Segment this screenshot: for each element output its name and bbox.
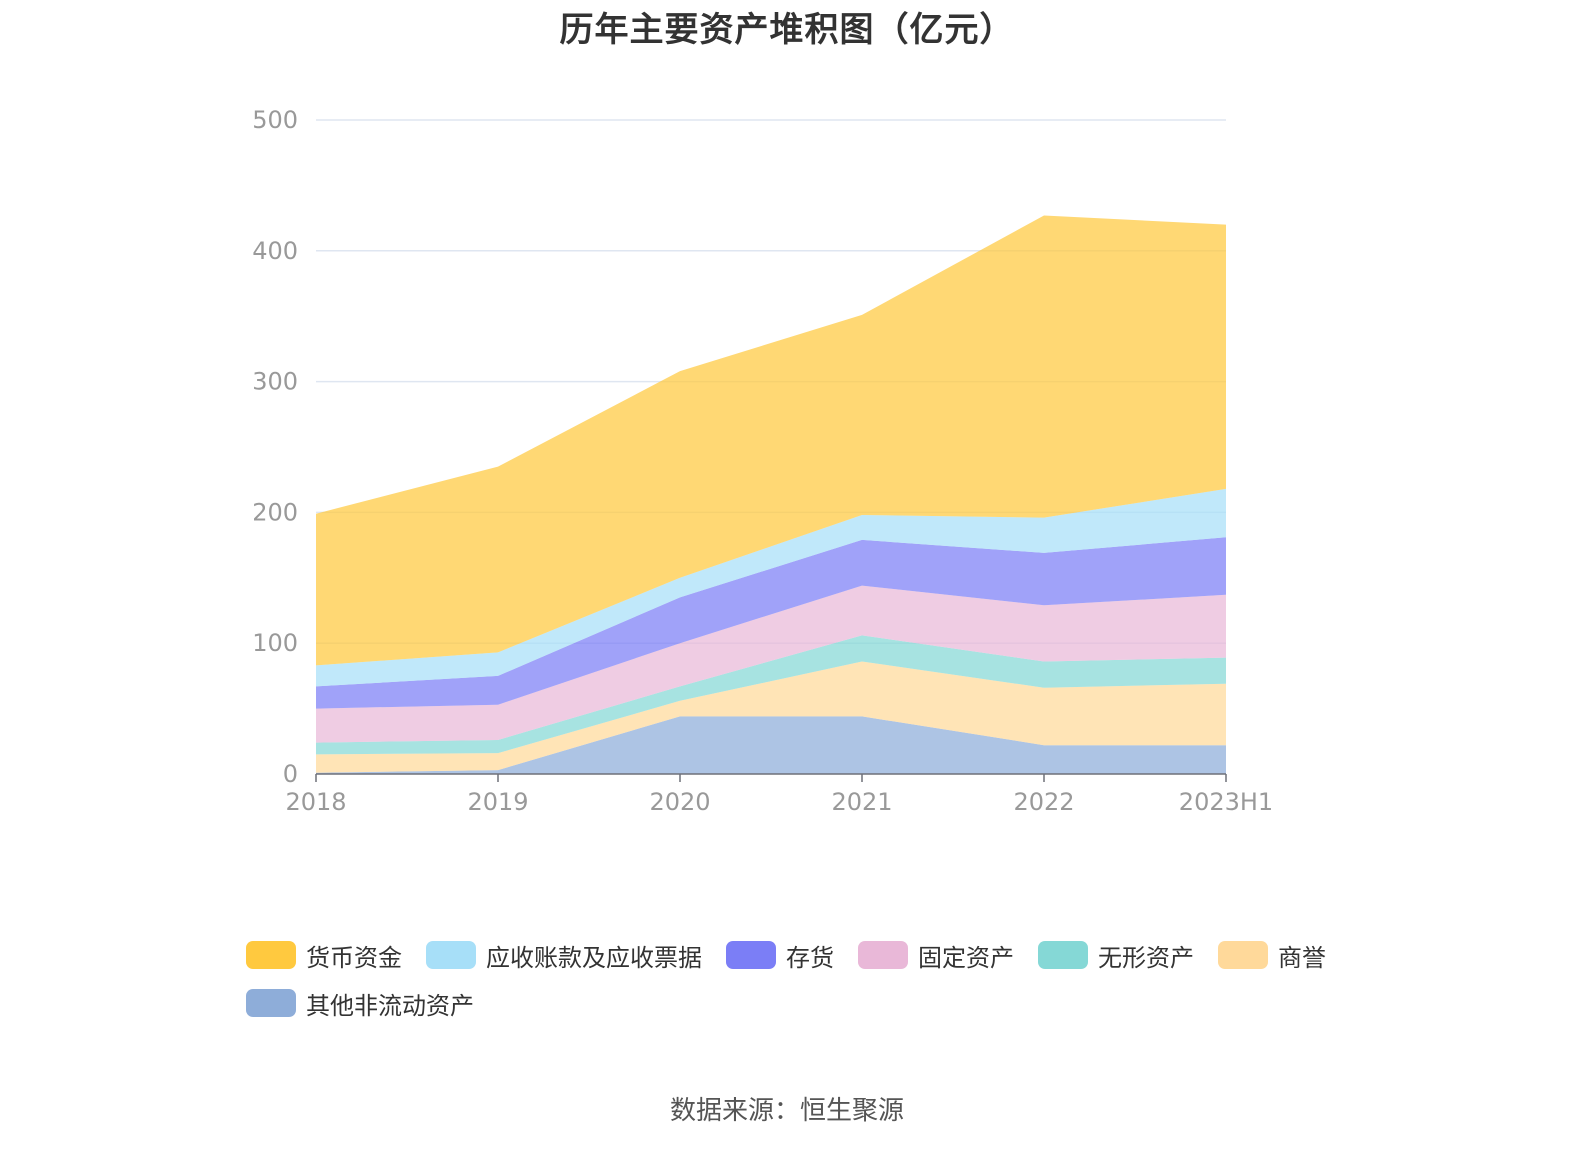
- legend: 货币资金 应收账款及应收票据 存货 固定资产 无形资产 商誉其他非流动资产: [246, 940, 1346, 1020]
- x-tick-label: 2019: [467, 788, 528, 816]
- legend-swatch: [858, 941, 908, 969]
- x-tick-label: 2021: [831, 788, 892, 816]
- legend-item[interactable]: 应收账款及应收票据: [426, 940, 702, 972]
- x-axis-tick-labels: 2018 2019 2020 2021 2022 2023H1: [285, 788, 1273, 816]
- area-series-1: [316, 661, 1226, 773]
- area-series-2: [316, 635, 1226, 755]
- axes: [315, 773, 1227, 782]
- area-series-3: [316, 585, 1226, 743]
- series-areas: [316, 215, 1226, 774]
- chart-title: 历年主要资产堆积图（亿元）: [559, 10, 1015, 50]
- area-series-0: [316, 716, 1226, 774]
- legend-swatch: [246, 941, 296, 969]
- legend-item[interactable]: 存货: [726, 940, 834, 972]
- x-tick-label: 2020: [649, 788, 710, 816]
- x-tick-label: 2023H1: [1179, 788, 1273, 816]
- legend-swatch: [1218, 941, 1268, 969]
- y-tick-label: 400: [252, 237, 298, 265]
- legend-item[interactable]: 固定资产: [858, 940, 1014, 972]
- x-tick-label: 2018: [285, 788, 346, 816]
- y-tick-label: 500: [252, 106, 298, 134]
- area-series-6: [316, 215, 1226, 666]
- legend-label: 无形资产: [1098, 943, 1194, 972]
- legend-item[interactable]: 货币资金: [246, 940, 402, 972]
- y-axis-tick-labels: 0 100 200 300 400 500: [252, 106, 298, 788]
- y-tick-label: 0: [283, 760, 298, 788]
- y-tick-label: 200: [252, 498, 298, 526]
- legend-label: 应收账款及应收票据: [486, 943, 702, 972]
- x-tick-label: 2022: [1013, 788, 1074, 816]
- data-source: 数据来源：恒生聚源: [669, 1096, 904, 1126]
- legend-swatch: [1038, 941, 1088, 969]
- stacked-area-chart: 0 100 200 300 400 500 2018 2019 2020 2021 2022 202…: [252, 106, 1273, 816]
- legend-item[interactable]: 无形资产: [1038, 940, 1194, 972]
- legend-label: 固定资产: [918, 943, 1014, 972]
- legend-swatch: [726, 941, 776, 969]
- y-tick-label: 300: [252, 368, 298, 396]
- legend-item[interactable]: 商誉: [1218, 940, 1326, 972]
- legend-label: 存货: [786, 943, 834, 972]
- legend-label: 货币资金: [306, 943, 402, 972]
- area-series-4: [316, 537, 1226, 709]
- area-series-5: [316, 488, 1226, 687]
- legend-label: 其他非流动资产: [306, 991, 474, 1020]
- legend-item[interactable]: 其他非流动资产: [246, 988, 474, 1020]
- legend-label: 商誉: [1278, 943, 1326, 972]
- legend-swatch: [246, 989, 296, 1017]
- legend-swatch: [426, 941, 476, 969]
- y-tick-label: 100: [252, 629, 298, 657]
